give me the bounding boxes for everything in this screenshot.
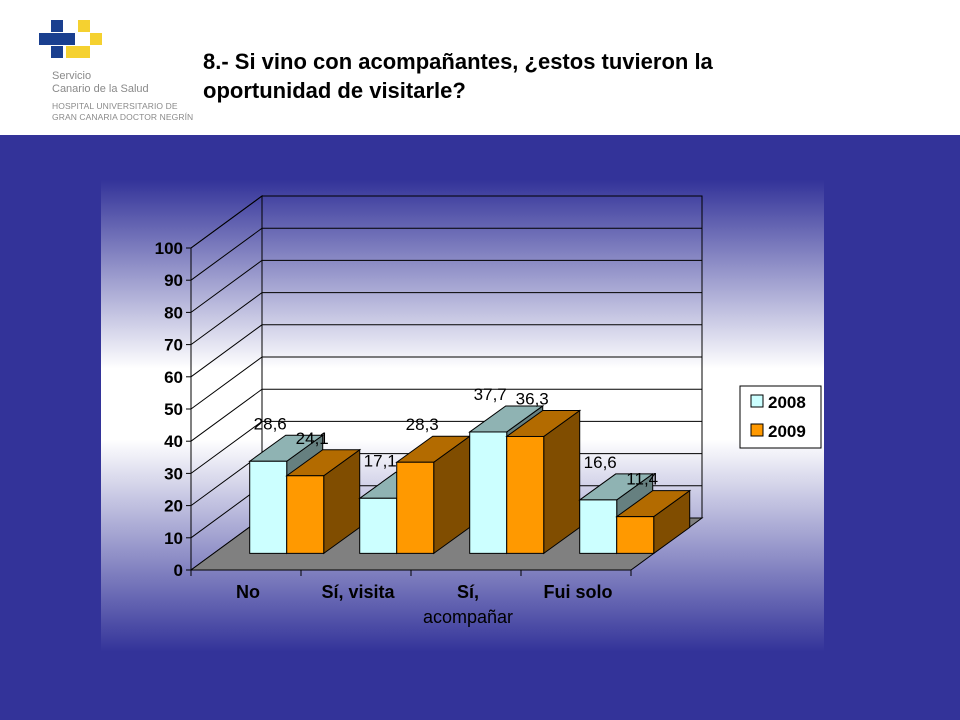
chart-panel-background <box>101 180 824 652</box>
bar-front-face <box>359 497 398 554</box>
data-label: 17,1 <box>364 451 397 470</box>
y-tick-label: 100 <box>155 239 183 258</box>
bar-2009-0 <box>285 448 362 555</box>
data-label: 37,7 <box>474 385 507 404</box>
bar-chart: 0 10 20 30 40 50 60 70 80 90 100 28,6 24,1 17,1 28,3 3… <box>101 180 824 652</box>
bar-2009-3 <box>615 489 692 555</box>
y-tick-label: 40 <box>164 432 183 451</box>
bar-2009-1 <box>395 435 472 555</box>
y-tick-label: 80 <box>164 303 183 322</box>
x-tick-label: No <box>236 582 260 602</box>
slide-header: Servicio Canario de la Salud HOSPITAL UN… <box>0 0 960 135</box>
y-tick-label: 10 <box>164 529 183 548</box>
logo-text-hospital: HOSPITAL UNIVERSITARIO DE <box>52 101 178 111</box>
servicio-canario-salud-logo: Servicio Canario de la Salud HOSPITAL UN… <box>38 20 208 130</box>
cross-logo-icon <box>39 20 102 58</box>
x-tick-label: Fui solo <box>544 582 613 602</box>
x-tick-label: acompañar <box>423 607 513 627</box>
bar-front-face <box>469 431 508 554</box>
bar-front-face <box>506 435 545 554</box>
gridline <box>190 195 702 249</box>
chart-panel: 0 10 20 30 40 50 60 70 80 90 100 28,6 24,1 17,1 28,3 3… <box>101 180 824 652</box>
bar-front-face <box>579 499 618 554</box>
data-label: 24,1 <box>296 429 329 448</box>
legend-label-2009: 2009 <box>768 422 806 441</box>
legend-label-2008: 2008 <box>768 393 806 412</box>
y-axis: 0 10 20 30 40 50 60 70 80 90 100 <box>155 239 192 580</box>
gridline <box>190 259 702 313</box>
y-tick-label: 60 <box>164 368 183 387</box>
y-tick-label: 0 <box>174 561 183 580</box>
gridline <box>190 356 702 410</box>
x-axis: No Sí, visita Sí, acompañar Fui solo <box>190 569 632 627</box>
data-label: 16,6 <box>584 453 617 472</box>
y-tick-label: 90 <box>164 271 183 290</box>
x-tick-label: Sí, <box>457 582 479 602</box>
slide-title-line-2: oportunidad de visitarle? <box>203 78 466 103</box>
legend-swatch-2008 <box>750 394 764 408</box>
data-label: 28,6 <box>254 414 287 433</box>
bar-2009-2 <box>505 409 582 555</box>
gridline <box>190 292 702 346</box>
data-label: 36,3 <box>516 389 549 408</box>
legend-swatch-2009 <box>750 423 764 437</box>
bar-front-face <box>396 461 435 554</box>
chart-bars: 28,6 24,1 17,1 28,3 37,7 36,3 16,6 11,4 <box>248 385 692 555</box>
logo-text-negrin: GRAN CANARIA DOCTOR NEGRÍN <box>52 112 194 122</box>
bar-front-face <box>249 460 288 554</box>
bar-front-face <box>616 516 655 554</box>
y-tick-label: 30 <box>164 464 183 483</box>
data-label: 11,4 <box>626 470 658 489</box>
data-label: 28,3 <box>406 415 439 434</box>
slide-title: 8.- Si vino con acompañantes, ¿estos tuv… <box>203 47 903 105</box>
logo-text-canario: Canario de la Salud <box>52 83 149 95</box>
y-tick-label: 20 <box>164 497 183 516</box>
gridline <box>190 324 702 378</box>
logo-text-servicio: Servicio <box>52 70 92 82</box>
chart-legend: 2008 2009 <box>739 385 822 449</box>
bar-front-face <box>286 475 325 554</box>
y-tick-label: 50 <box>164 400 183 419</box>
x-tick-label: Sí, visita <box>321 582 395 602</box>
gridline <box>190 227 702 281</box>
slide-title-line-1: 8.- Si vino con acompañantes, ¿estos tuv… <box>203 49 713 74</box>
gridline <box>190 388 702 442</box>
y-tick-label: 70 <box>164 336 183 355</box>
